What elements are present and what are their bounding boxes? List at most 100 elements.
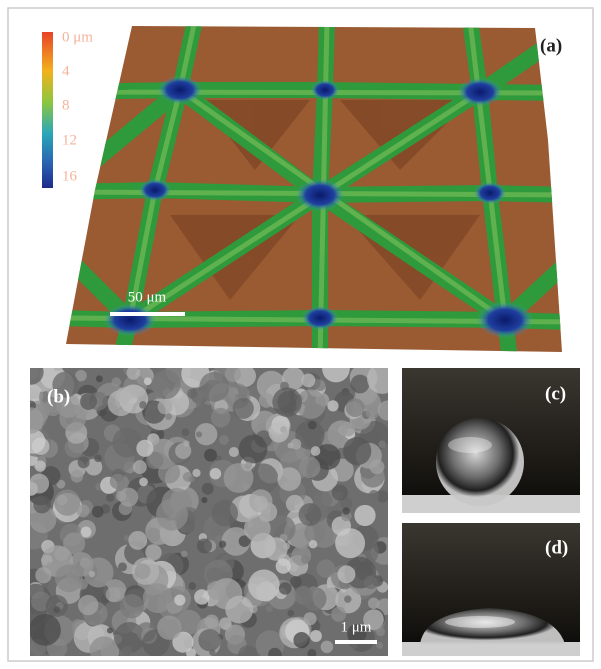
grain <box>290 576 302 588</box>
grain <box>144 377 152 385</box>
grain <box>197 538 212 553</box>
grain <box>106 587 121 602</box>
grain <box>219 435 229 445</box>
grain <box>205 615 219 629</box>
grain <box>110 474 125 489</box>
grain <box>196 431 202 437</box>
grain <box>96 375 103 382</box>
grain <box>136 440 153 457</box>
grain <box>343 507 350 514</box>
grain <box>245 462 252 469</box>
grain <box>143 583 173 613</box>
colorbar-label: 0 μm <box>62 29 93 45</box>
colorbar-label: 12 <box>62 132 77 148</box>
grain <box>311 446 321 456</box>
panel-label: (c) <box>545 383 566 404</box>
grain <box>78 456 90 468</box>
grain <box>18 359 43 384</box>
grain <box>309 540 317 548</box>
grain <box>211 500 238 527</box>
grain <box>239 435 268 464</box>
panel-a: 0 μm 4 8 12 16 (a) 50 μm <box>42 20 570 360</box>
grain <box>202 483 214 495</box>
grain <box>343 437 371 465</box>
scale-bar-label: 50 μm <box>128 289 167 305</box>
grain <box>112 377 121 386</box>
grain <box>17 407 44 434</box>
grain <box>156 499 188 531</box>
grain <box>335 528 365 558</box>
grain <box>210 468 221 479</box>
grain <box>269 422 290 443</box>
panel-d: (d) <box>402 523 580 656</box>
panel-label: (d) <box>545 537 568 558</box>
grain <box>367 363 398 394</box>
grain <box>207 581 226 600</box>
grain <box>106 494 114 502</box>
grain <box>174 594 185 605</box>
grain <box>327 400 338 411</box>
grain <box>151 370 180 399</box>
figure: 0 μm 4 8 12 16 (a) 50 μm (b) 1 μm (c) (d… <box>0 0 601 669</box>
grain <box>81 526 92 537</box>
grain <box>290 439 301 450</box>
grain <box>157 616 181 640</box>
grain <box>346 398 365 417</box>
grain <box>116 387 133 404</box>
grain <box>165 413 172 420</box>
grain <box>188 476 194 482</box>
grain <box>376 642 383 649</box>
grain <box>204 449 217 462</box>
grain <box>321 641 333 653</box>
grain <box>83 557 113 587</box>
grain <box>259 393 274 408</box>
grain <box>194 589 209 604</box>
grain <box>244 515 271 542</box>
grain <box>322 355 350 383</box>
grain <box>199 372 229 402</box>
panel-c: (c) <box>402 368 580 513</box>
grain <box>272 387 302 417</box>
grain <box>77 504 90 517</box>
grain <box>78 595 98 615</box>
grain <box>112 428 142 458</box>
grain <box>268 648 281 661</box>
grain <box>196 401 202 407</box>
grain <box>256 581 276 601</box>
grain <box>316 559 335 578</box>
grain <box>119 488 138 507</box>
grain <box>59 405 86 432</box>
grain <box>310 630 322 642</box>
surface <box>60 20 570 360</box>
grain <box>158 399 173 414</box>
grain <box>277 467 301 491</box>
grain <box>303 612 316 625</box>
grain <box>293 632 309 648</box>
grain <box>366 405 380 419</box>
panel-b: (b) 1 μm <box>15 355 398 665</box>
grain <box>29 474 49 494</box>
grain <box>307 649 316 658</box>
grain <box>225 596 253 624</box>
grain <box>29 614 61 646</box>
colorbar-label: 4 <box>62 63 70 79</box>
grain <box>21 584 51 614</box>
grain <box>139 401 147 409</box>
grain <box>57 495 68 506</box>
grain <box>219 541 226 548</box>
scale-bar <box>335 640 377 644</box>
grain <box>181 551 188 558</box>
grain <box>368 598 379 609</box>
grain <box>370 459 385 474</box>
grain <box>187 389 197 399</box>
grain <box>139 477 148 486</box>
grain <box>314 379 326 391</box>
grain <box>354 505 375 526</box>
grain <box>279 582 292 595</box>
grain <box>192 469 200 477</box>
grain <box>188 582 196 590</box>
colorbar-label: 8 <box>62 97 70 113</box>
grain <box>33 496 51 514</box>
grain <box>55 564 83 592</box>
scale-bar-label: 1 μm <box>341 619 372 635</box>
